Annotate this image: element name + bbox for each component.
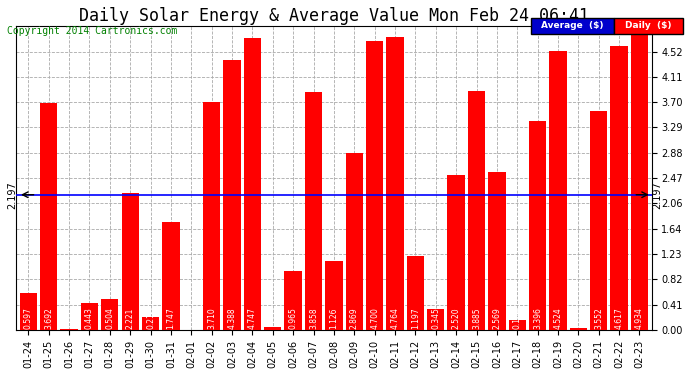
- Text: 3.396: 3.396: [533, 308, 542, 329]
- Text: 4.524: 4.524: [553, 308, 562, 329]
- Bar: [427, 309, 444, 330]
- Bar: [386, 37, 404, 330]
- Text: 0.212: 0.212: [146, 308, 155, 329]
- Text: 3.858: 3.858: [309, 308, 318, 329]
- Text: 1.747: 1.747: [166, 308, 175, 329]
- Bar: [590, 111, 607, 330]
- Bar: [244, 38, 261, 330]
- Bar: [631, 26, 648, 330]
- Text: 2.869: 2.869: [350, 308, 359, 329]
- Text: Average  ($): Average ($): [542, 21, 604, 30]
- Title: Daily Solar Energy & Average Value Mon Feb 24 06:41: Daily Solar Energy & Average Value Mon F…: [79, 7, 589, 25]
- Bar: [448, 175, 465, 330]
- Text: 4.934: 4.934: [635, 308, 644, 329]
- Text: 4.388: 4.388: [228, 308, 237, 329]
- Bar: [549, 51, 566, 330]
- Text: Daily  ($): Daily ($): [625, 21, 672, 30]
- Text: 4.764: 4.764: [391, 308, 400, 329]
- Bar: [468, 91, 485, 330]
- Bar: [81, 303, 98, 330]
- Bar: [529, 121, 546, 330]
- Text: 0.965: 0.965: [288, 308, 297, 329]
- Bar: [509, 320, 526, 330]
- Text: 3.885: 3.885: [472, 308, 481, 329]
- Text: 3.710: 3.710: [207, 308, 216, 329]
- Bar: [142, 317, 159, 330]
- Bar: [406, 256, 424, 330]
- Bar: [305, 93, 322, 330]
- Text: 0.443: 0.443: [85, 308, 94, 329]
- Bar: [284, 270, 302, 330]
- Text: 0.597: 0.597: [24, 308, 33, 329]
- Bar: [366, 40, 384, 330]
- Text: 0.164: 0.164: [513, 308, 522, 329]
- Text: 0.504: 0.504: [106, 308, 115, 329]
- Text: 1.126: 1.126: [329, 308, 338, 329]
- Text: 4.747: 4.747: [248, 308, 257, 329]
- Text: 3.552: 3.552: [594, 308, 603, 329]
- Bar: [121, 193, 139, 330]
- Text: 2.221: 2.221: [126, 308, 135, 329]
- Text: 2.569: 2.569: [493, 308, 502, 329]
- Bar: [325, 261, 342, 330]
- Text: 1.197: 1.197: [411, 308, 420, 329]
- Bar: [40, 103, 57, 330]
- Bar: [570, 328, 587, 330]
- Bar: [162, 222, 179, 330]
- Bar: [611, 46, 628, 330]
- Bar: [489, 172, 506, 330]
- Bar: [203, 102, 220, 330]
- Text: 4.617: 4.617: [615, 308, 624, 329]
- Text: 2.197: 2.197: [7, 181, 17, 209]
- Bar: [224, 60, 241, 330]
- Bar: [19, 293, 37, 330]
- Text: 3.692: 3.692: [44, 308, 53, 329]
- Text: 0.345: 0.345: [431, 308, 440, 329]
- Text: 2.520: 2.520: [452, 308, 461, 329]
- Bar: [264, 327, 282, 330]
- Bar: [101, 299, 119, 330]
- Text: 2.197: 2.197: [653, 181, 662, 209]
- Bar: [346, 153, 363, 330]
- Text: 4.700: 4.700: [370, 308, 379, 329]
- Text: Copyright 2014 Cartronics.com: Copyright 2014 Cartronics.com: [7, 26, 177, 36]
- Bar: [61, 329, 78, 330]
